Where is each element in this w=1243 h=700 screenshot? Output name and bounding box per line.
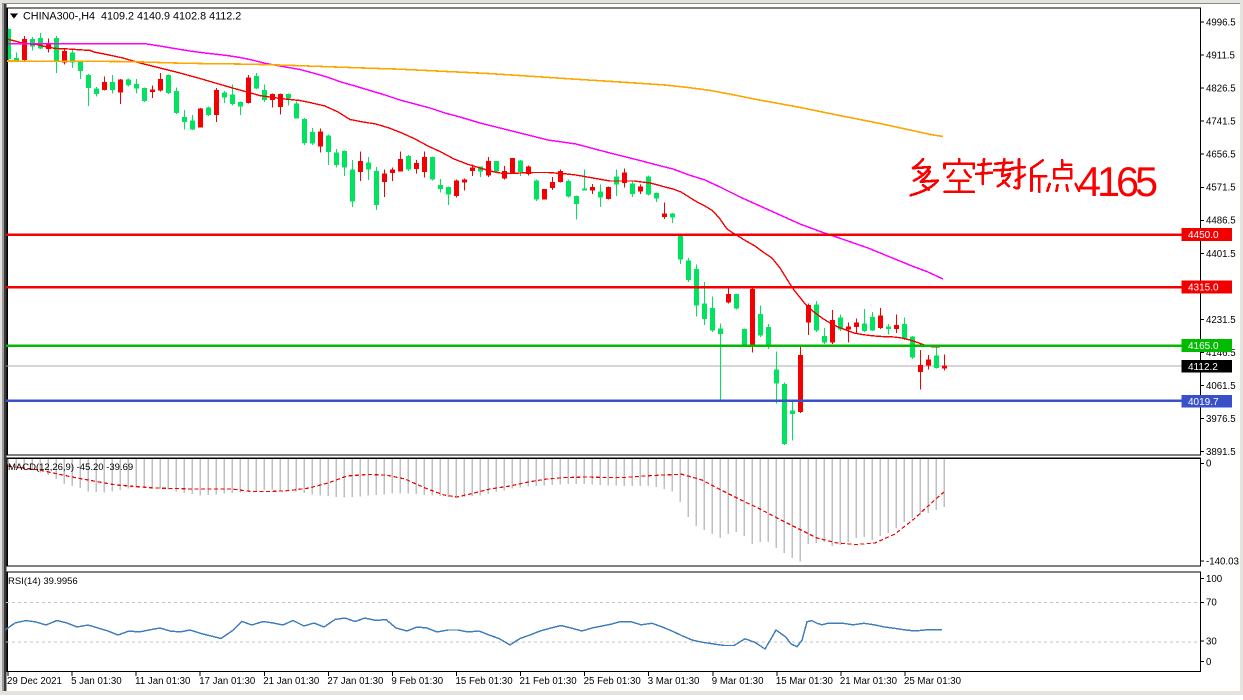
svg-text:4826.5: 4826.5 [1206,84,1236,95]
svg-text:25 Mar 01:30: 25 Mar 01:30 [904,676,962,687]
svg-text:0: 0 [1206,459,1212,470]
svg-text:9 Feb 01:30: 9 Feb 01:30 [391,676,443,687]
svg-text:17 Jan 01:30: 17 Jan 01:30 [199,676,256,687]
svg-text:21 Jan 01:30: 21 Jan 01:30 [263,676,320,687]
svg-text:3976.5: 3976.5 [1206,414,1236,425]
svg-text:15 Mar 01:30: 15 Mar 01:30 [776,676,834,687]
svg-text:3891.5: 3891.5 [1206,447,1236,458]
svg-text:4165: 4165 [1078,158,1157,205]
svg-text:29 Dec 2021: 29 Dec 2021 [7,676,62,687]
svg-text:4315.0: 4315.0 [1188,283,1219,294]
svg-text:4146.5: 4146.5 [1206,348,1236,359]
svg-text:70: 70 [1206,598,1217,609]
svg-text:4571.5: 4571.5 [1206,183,1236,194]
svg-text:3 Mar 01:30: 3 Mar 01:30 [648,676,700,687]
svg-text:4656.5: 4656.5 [1206,150,1236,161]
svg-text:0: 0 [1206,657,1212,668]
svg-text:15 Feb 01:30: 15 Feb 01:30 [455,676,513,687]
svg-text:CHINA300-,H4 4109.2 4140.9 41: CHINA300-,H4 4109.2 4140.9 4102.8 4112.2 [23,11,241,23]
svg-text:4112.2: 4112.2 [1188,362,1218,373]
svg-text:-140.03: -140.03 [1206,556,1239,567]
svg-text:4450.0: 4450.0 [1188,230,1219,241]
svg-text:21 Feb 01:30: 21 Feb 01:30 [520,676,578,687]
svg-text:30: 30 [1206,636,1217,647]
svg-text:27 Jan 01:30: 27 Jan 01:30 [327,676,384,687]
svg-text:100: 100 [1206,574,1223,585]
svg-text:11 Jan 01:30: 11 Jan 01:30 [135,676,191,687]
svg-text:4165.0: 4165.0 [1188,341,1219,352]
svg-text:RSI(14) 39.9956: RSI(14) 39.9956 [8,576,78,587]
svg-text:4996.5: 4996.5 [1206,17,1236,28]
svg-text:21 Mar 01:30: 21 Mar 01:30 [840,676,898,687]
svg-text:5 Jan 01:30: 5 Jan 01:30 [71,676,122,687]
svg-text:4486.5: 4486.5 [1206,216,1236,227]
svg-text:4231.5: 4231.5 [1206,315,1236,326]
svg-text:4741.5: 4741.5 [1206,117,1236,128]
svg-text:4401.5: 4401.5 [1206,249,1236,260]
svg-text:4911.5: 4911.5 [1206,51,1235,62]
svg-text:4061.5: 4061.5 [1206,381,1236,392]
svg-text:9 Mar 01:30: 9 Mar 01:30 [712,676,764,687]
svg-text:4019.7: 4019.7 [1188,397,1219,408]
svg-text:25 Feb 01:30: 25 Feb 01:30 [584,676,642,687]
svg-text:MACD(12,26,9) -45.20 -39.69: MACD(12,26,9) -45.20 -39.69 [8,462,133,473]
